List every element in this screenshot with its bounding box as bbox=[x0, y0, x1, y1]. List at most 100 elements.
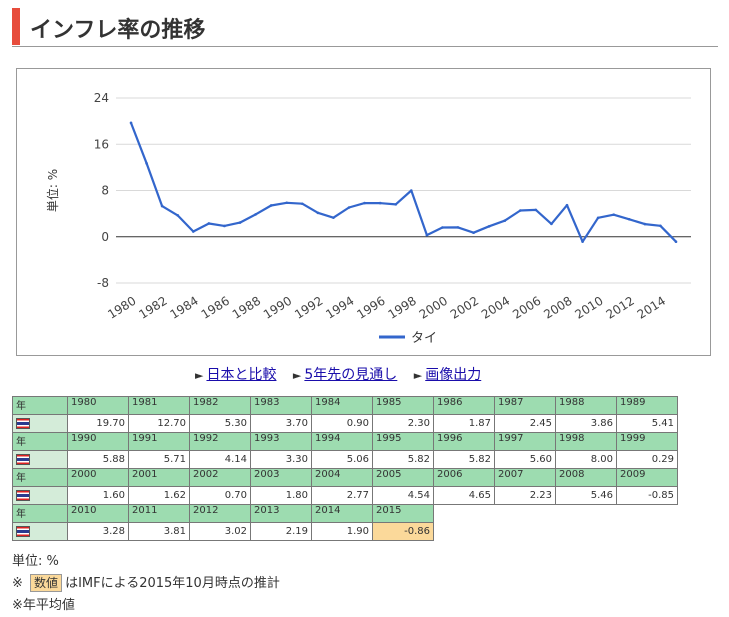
year-cell: 1980 bbox=[67, 396, 129, 415]
data-point bbox=[643, 222, 647, 226]
x-tick-label: 2002 bbox=[448, 294, 481, 322]
data-point bbox=[534, 208, 538, 212]
thailand-flag-icon bbox=[16, 525, 30, 537]
value-cell: 2.30 bbox=[372, 414, 434, 433]
value-cell: 0.90 bbox=[311, 414, 373, 433]
flag-cell bbox=[12, 450, 68, 469]
five-year-outlook-link[interactable]: 5年先の見通し bbox=[304, 367, 398, 383]
x-tick-label: 1994 bbox=[323, 294, 356, 322]
y-tick-label: 8 bbox=[101, 184, 109, 198]
x-tick-label: 1986 bbox=[199, 294, 232, 322]
value-cell: 1.90 bbox=[311, 522, 373, 541]
link-arrow-icon: ► bbox=[195, 369, 204, 382]
data-point bbox=[207, 222, 211, 225]
x-tick-label: 2012 bbox=[604, 294, 637, 322]
year-cell: 1998 bbox=[555, 432, 617, 451]
year-label: 年 bbox=[12, 468, 68, 487]
x-tick-label: 1982 bbox=[136, 294, 169, 322]
value-cell: 3.28 bbox=[67, 522, 129, 541]
value-cell: 2.19 bbox=[250, 522, 312, 541]
x-tick-label: 2010 bbox=[572, 294, 605, 322]
year-cell: 1983 bbox=[250, 396, 312, 415]
data-point bbox=[409, 189, 413, 192]
value-cell: 5.88 bbox=[67, 450, 129, 469]
year-cell: 1986 bbox=[433, 396, 495, 415]
compare-japan-link[interactable]: 日本と比較 bbox=[206, 367, 277, 383]
value-cell: 1.62 bbox=[128, 486, 190, 505]
data-point bbox=[472, 231, 475, 235]
year-cell: 1994 bbox=[311, 432, 373, 451]
year-cell: 1985 bbox=[372, 396, 434, 415]
year-cell: 1995 bbox=[372, 432, 434, 451]
value-cell: 0.70 bbox=[189, 486, 251, 505]
x-tick-label: 1990 bbox=[261, 294, 294, 322]
data-point bbox=[518, 209, 522, 212]
year-cell: 1982 bbox=[189, 396, 251, 415]
link-arrow-icon: ► bbox=[413, 369, 423, 382]
year-cell: 1984 bbox=[311, 396, 373, 415]
x-tick-label: 1998 bbox=[386, 294, 419, 322]
action-links: ► 日本と比較 ► 5年先の見通し ► 画像出力 bbox=[195, 364, 493, 384]
data-point bbox=[596, 216, 600, 220]
year-cell: 2009 bbox=[616, 468, 678, 487]
section-header: インフレ率の推移 bbox=[12, 8, 718, 47]
data-point bbox=[581, 240, 584, 243]
year-cell: 2005 bbox=[372, 468, 434, 487]
value-cell: 5.46 bbox=[555, 486, 617, 505]
data-point bbox=[550, 222, 553, 226]
data-point bbox=[441, 226, 444, 229]
year-cell: 1988 bbox=[555, 396, 617, 415]
thailand-flag-icon bbox=[16, 489, 30, 501]
flag-cell bbox=[12, 414, 68, 433]
year-cell: 1990 bbox=[67, 432, 129, 451]
year-label: 年 bbox=[12, 504, 68, 523]
data-point bbox=[300, 202, 304, 206]
year-cell: 2004 bbox=[311, 468, 373, 487]
year-cell: 2008 bbox=[555, 468, 617, 487]
data-point bbox=[674, 240, 678, 244]
notes: 単位: % ※ 数値 はIMFによる2015年10月時点の推計 ※年平均値 bbox=[12, 551, 280, 617]
year-cell: 1999 bbox=[616, 432, 678, 451]
x-tick-label: 2014 bbox=[635, 294, 668, 322]
series-line bbox=[129, 122, 677, 243]
estimate-note-text: はIMFによる2015年10月時点の推計 bbox=[65, 576, 280, 591]
annual-note: ※年平均値 bbox=[12, 598, 75, 613]
value-cell: -0.85 bbox=[616, 486, 678, 505]
data-point bbox=[659, 224, 662, 228]
value-cell: 2.45 bbox=[494, 414, 556, 433]
value-cell: 5.41 bbox=[616, 414, 678, 433]
value-cell: 5.82 bbox=[433, 450, 495, 469]
year-cell: 2012 bbox=[189, 504, 251, 523]
data-point bbox=[316, 211, 320, 215]
data-point bbox=[269, 204, 273, 207]
value-cell: 0.29 bbox=[616, 450, 678, 469]
year-cell: 2013 bbox=[250, 504, 312, 523]
value-cell: 5.30 bbox=[189, 414, 251, 433]
data-point bbox=[254, 213, 257, 216]
data-point bbox=[145, 162, 148, 165]
data-point bbox=[347, 206, 351, 209]
year-cell: 1991 bbox=[128, 432, 190, 451]
unit-note: 単位: % bbox=[12, 554, 59, 569]
value-cell: 8.00 bbox=[555, 450, 617, 469]
data-point bbox=[378, 201, 382, 205]
year-cell: 1987 bbox=[494, 396, 556, 415]
table-year-row: 年 1990 1991 1992 1993 1994 1995 1996 1997 1998 199… bbox=[12, 432, 678, 451]
value-cell: 5.82 bbox=[372, 450, 434, 469]
year-cell: 1993 bbox=[250, 432, 312, 451]
data-point bbox=[129, 121, 133, 125]
table-value-row: 5.88 5.71 4.14 3.30 5.06 5.82 5.82 5.60 8.00 0.29 bbox=[12, 450, 678, 469]
legend-label: タイ bbox=[411, 331, 437, 346]
year-cell: 2003 bbox=[250, 468, 312, 487]
year-cell: 2000 bbox=[67, 468, 129, 487]
value-cell: 5.60 bbox=[494, 450, 556, 469]
y-tick-label: 24 bbox=[94, 91, 109, 105]
table-value-row: 19.70 12.70 5.30 3.70 0.90 2.30 1.87 2.45 3.86 5.… bbox=[12, 414, 678, 433]
year-cell: 2015 bbox=[372, 504, 434, 523]
value-cell: 1.80 bbox=[250, 486, 312, 505]
y-axis-title: 単位: % bbox=[45, 169, 60, 212]
year-cell: 1989 bbox=[616, 396, 678, 415]
image-export-link[interactable]: 画像出力 bbox=[425, 367, 482, 383]
data-point bbox=[487, 225, 491, 228]
